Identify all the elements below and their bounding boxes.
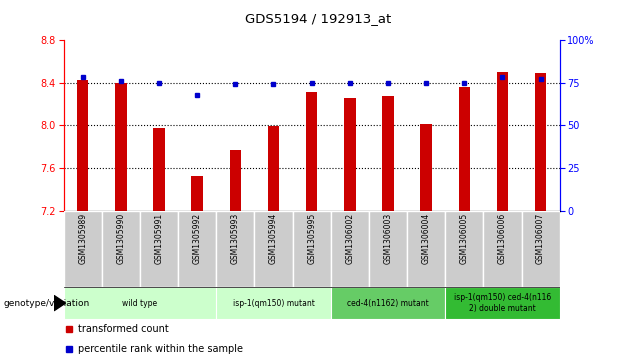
Text: isp-1(qm150) ced-4(n116
2) double mutant: isp-1(qm150) ced-4(n116 2) double mutant <box>454 293 551 313</box>
Text: GSM1305990: GSM1305990 <box>116 213 125 264</box>
Bar <box>497 72 508 211</box>
Bar <box>420 124 432 211</box>
Text: GSM1306002: GSM1306002 <box>345 213 354 264</box>
Bar <box>191 176 203 211</box>
Text: transformed count: transformed count <box>78 325 169 334</box>
Bar <box>382 97 394 211</box>
Bar <box>178 211 216 287</box>
Text: percentile rank within the sample: percentile rank within the sample <box>78 344 244 354</box>
Text: GSM1305989: GSM1305989 <box>78 213 87 264</box>
Polygon shape <box>54 295 66 311</box>
Bar <box>64 287 216 319</box>
Bar <box>407 211 445 287</box>
Text: GSM1306007: GSM1306007 <box>536 213 545 264</box>
Text: genotype/variation: genotype/variation <box>3 299 90 307</box>
Bar <box>77 81 88 211</box>
Bar <box>306 92 317 211</box>
Bar <box>115 82 127 211</box>
Bar <box>254 211 293 287</box>
Bar <box>535 73 546 211</box>
Text: GDS5194 / 192913_at: GDS5194 / 192913_at <box>245 12 391 25</box>
Bar <box>522 211 560 287</box>
Bar <box>153 129 165 211</box>
Bar <box>331 287 445 319</box>
Bar <box>102 211 140 287</box>
Text: GSM1306005: GSM1306005 <box>460 213 469 264</box>
Text: GSM1306004: GSM1306004 <box>422 213 431 264</box>
Bar <box>344 98 356 211</box>
Bar <box>459 87 470 211</box>
Bar <box>369 211 407 287</box>
Text: GSM1305992: GSM1305992 <box>193 213 202 264</box>
Text: GSM1306003: GSM1306003 <box>384 213 392 264</box>
Bar <box>483 211 522 287</box>
Text: GSM1305994: GSM1305994 <box>269 213 278 264</box>
Bar <box>293 211 331 287</box>
Text: GSM1305991: GSM1305991 <box>155 213 163 264</box>
Bar <box>445 211 483 287</box>
Text: GSM1305995: GSM1305995 <box>307 213 316 264</box>
Bar <box>268 126 279 211</box>
Bar <box>216 211 254 287</box>
Bar <box>230 150 241 211</box>
Bar <box>64 211 102 287</box>
Text: GSM1305993: GSM1305993 <box>231 213 240 264</box>
Text: ced-4(n1162) mutant: ced-4(n1162) mutant <box>347 299 429 307</box>
Bar <box>331 211 369 287</box>
Bar <box>216 287 331 319</box>
Bar <box>140 211 178 287</box>
Text: GSM1306006: GSM1306006 <box>498 213 507 264</box>
Bar <box>445 287 560 319</box>
Text: isp-1(qm150) mutant: isp-1(qm150) mutant <box>233 299 314 307</box>
Text: wild type: wild type <box>122 299 158 307</box>
